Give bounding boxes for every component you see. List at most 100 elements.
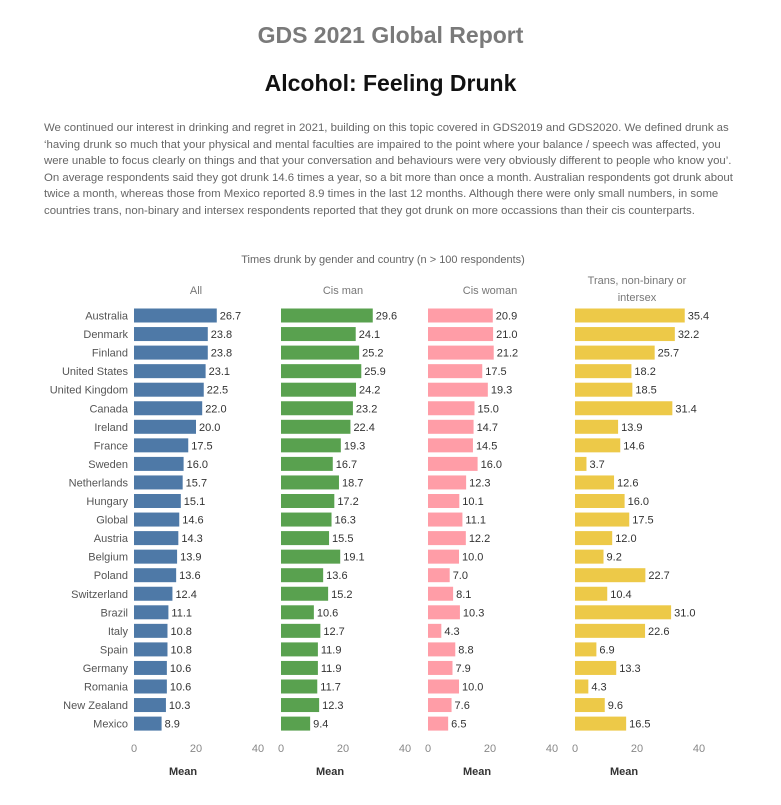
category-label: Ireland <box>94 422 128 434</box>
bar <box>281 605 314 620</box>
bar <box>134 382 204 397</box>
data-label: 11.9 <box>321 663 342 675</box>
bar <box>575 586 608 601</box>
data-label: 9.6 <box>608 700 623 712</box>
tick-label: 20 <box>631 743 643 755</box>
tick-label: 20 <box>484 743 496 755</box>
tick-label: 40 <box>252 743 264 755</box>
axis-label: Mean <box>169 766 197 778</box>
category-label: France <box>94 440 128 452</box>
bar <box>428 531 466 546</box>
tick-label: 0 <box>278 743 284 755</box>
bar <box>428 660 453 675</box>
bar <box>428 382 488 397</box>
bar <box>428 568 450 583</box>
bar <box>575 568 646 583</box>
data-label: 11.7 <box>320 682 341 694</box>
data-label: 13.9 <box>621 422 642 434</box>
data-label: 14.6 <box>623 440 644 452</box>
report-title: GDS 2021 Global Report <box>257 22 524 48</box>
data-label: 13.9 <box>180 552 201 564</box>
bar <box>575 475 615 490</box>
data-label: 10.3 <box>463 607 484 619</box>
bar <box>134 568 177 583</box>
category-label: Canada <box>89 403 128 415</box>
bar <box>575 438 621 453</box>
bar <box>281 308 373 323</box>
bar <box>428 475 467 490</box>
bar <box>134 549 178 564</box>
bar <box>575 660 617 675</box>
data-label: 12.3 <box>322 700 343 712</box>
data-label: 13.6 <box>326 570 347 582</box>
axis-label: Mean <box>463 766 491 778</box>
data-label: 11.9 <box>321 644 342 656</box>
tick-label: 0 <box>425 743 431 755</box>
data-label: 6.5 <box>451 719 466 731</box>
bar <box>134 698 166 713</box>
data-label: 24.1 <box>359 329 380 341</box>
page-title: Alcohol: Feeling Drunk <box>264 70 517 96</box>
data-label: 18.5 <box>635 385 656 397</box>
bar <box>575 345 655 360</box>
data-label: 15.0 <box>478 403 499 415</box>
data-label: 7.6 <box>455 700 470 712</box>
data-label: 12.2 <box>469 533 490 545</box>
bar <box>134 345 208 360</box>
category-label: Italy <box>108 626 129 638</box>
bar <box>281 549 341 564</box>
data-label: 12.7 <box>323 626 344 638</box>
tick-label: 40 <box>546 743 558 755</box>
tick-label: 20 <box>337 743 349 755</box>
bar <box>428 623 442 638</box>
bar <box>428 364 483 379</box>
bar <box>575 401 673 416</box>
data-label: 16.5 <box>629 719 650 731</box>
bar <box>575 456 587 471</box>
bar <box>281 345 360 360</box>
bar <box>428 605 460 620</box>
data-label: 24.2 <box>359 385 380 397</box>
data-label: 10.4 <box>610 589 631 601</box>
bar <box>428 494 460 508</box>
category-label: Australia <box>85 311 129 323</box>
category-label: United States <box>62 366 129 378</box>
tick-label: 0 <box>572 743 578 755</box>
tick-label: 40 <box>399 743 411 755</box>
series-header: All <box>190 285 202 297</box>
data-label: 15.1 <box>184 496 205 508</box>
bar <box>134 438 189 453</box>
data-label: 14.7 <box>477 422 498 434</box>
category-label: Sweden <box>88 459 128 471</box>
data-label: 31.4 <box>675 403 696 415</box>
bar <box>575 308 685 323</box>
category-label: Austria <box>94 533 129 545</box>
data-label: 29.6 <box>376 311 397 323</box>
bar <box>428 401 475 416</box>
data-label: 32.2 <box>678 329 699 341</box>
bar <box>134 456 184 471</box>
data-label: 21.2 <box>497 348 518 360</box>
bar <box>281 512 332 527</box>
data-label: 25.9 <box>364 366 385 378</box>
data-label: 14.5 <box>476 440 497 452</box>
tick-label: 40 <box>693 743 705 755</box>
bar <box>134 586 173 601</box>
data-label: 22.0 <box>205 403 226 415</box>
bar <box>134 494 181 508</box>
data-label: 20.0 <box>199 422 220 434</box>
bar <box>428 456 478 471</box>
data-label: 23.1 <box>209 366 230 378</box>
bar <box>428 308 493 323</box>
bar <box>428 716 449 731</box>
data-label: 26.7 <box>220 311 241 323</box>
bar <box>428 586 454 601</box>
data-label: 9.4 <box>313 719 328 731</box>
category-label: Brazil <box>100 607 128 619</box>
data-label: 23.2 <box>356 403 377 415</box>
bar <box>134 364 206 379</box>
data-label: 19.3 <box>491 385 512 397</box>
data-label: 10.6 <box>317 607 338 619</box>
data-label: 23.8 <box>211 348 232 360</box>
bar <box>281 419 351 434</box>
